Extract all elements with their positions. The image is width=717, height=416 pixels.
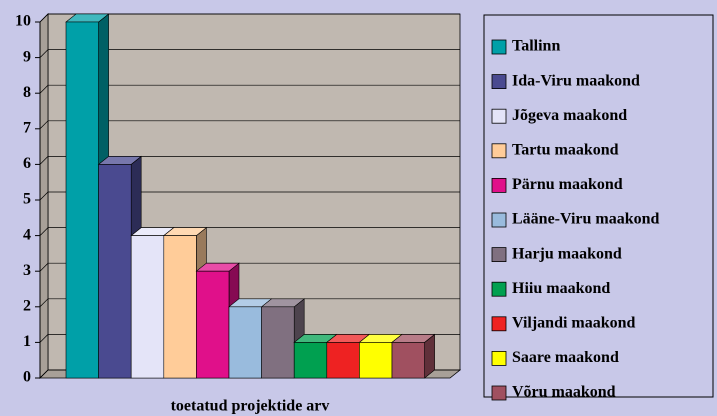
legend-label: Saare maakond xyxy=(512,349,619,366)
legend-box xyxy=(483,14,714,398)
x-category-label: toetatud projektide arv xyxy=(171,398,330,415)
y-tick-label: 0 xyxy=(23,369,31,386)
bar xyxy=(391,333,436,379)
legend-swatch xyxy=(491,177,507,193)
bar-face xyxy=(65,21,99,379)
bar-face xyxy=(261,306,295,379)
y-tick-label: 2 xyxy=(23,297,31,314)
legend-label: Jõgeva maakond xyxy=(512,107,627,124)
bar-face xyxy=(98,164,132,379)
y-tick-label: 3 xyxy=(23,262,31,279)
legend-swatch xyxy=(491,74,507,89)
grid-line xyxy=(39,191,460,201)
legend-label: Tartu maakond xyxy=(512,141,619,158)
legend-swatch xyxy=(491,212,507,228)
bar-face xyxy=(228,306,262,379)
grid-line xyxy=(39,156,460,165)
legend-label: Harju maakond xyxy=(512,245,622,262)
legend-label: Pärnu maakond xyxy=(512,176,623,193)
grid-line xyxy=(39,262,460,272)
bar-face xyxy=(293,342,328,379)
legend-swatch xyxy=(491,316,507,332)
legend-label: Lääne-Viru maakond xyxy=(512,211,660,228)
legend-swatch xyxy=(491,350,507,366)
y-tick-label: 4 xyxy=(23,226,31,243)
y-tick-label: 8 xyxy=(23,84,31,101)
bar-face xyxy=(163,235,197,379)
legend-swatch xyxy=(491,281,507,297)
y-tick-label: 10 xyxy=(15,13,31,30)
grid-line xyxy=(39,13,460,23)
y-tick-label: 6 xyxy=(23,155,31,172)
bar-face xyxy=(359,342,393,379)
legend-swatch xyxy=(491,108,507,124)
legend-label: Tallinn xyxy=(512,38,560,55)
y-tick-label: 5 xyxy=(23,191,31,208)
grid-line xyxy=(39,49,460,58)
bar-face xyxy=(196,270,230,379)
grid-line xyxy=(39,120,460,130)
y-tick-label: 9 xyxy=(23,48,31,65)
y-tick-label: 1 xyxy=(23,333,31,350)
legend-label: Viljandi maakond xyxy=(512,314,636,331)
bar-face xyxy=(130,235,165,379)
legend-swatch xyxy=(491,247,507,263)
bar-face xyxy=(391,342,425,379)
grid-line xyxy=(39,298,460,308)
legend-label: Võru maakond xyxy=(512,384,616,401)
legend-swatch xyxy=(491,39,507,55)
grid-line xyxy=(39,84,460,94)
legend-label: Ida-Viru maakond xyxy=(512,72,640,89)
grid-line xyxy=(39,227,460,236)
legend-swatch xyxy=(491,143,507,159)
legend-label: Hiiu maakond xyxy=(512,280,610,297)
legend-swatch xyxy=(491,385,507,401)
bar-face xyxy=(326,342,360,379)
y-tick-label: 7 xyxy=(23,119,31,136)
